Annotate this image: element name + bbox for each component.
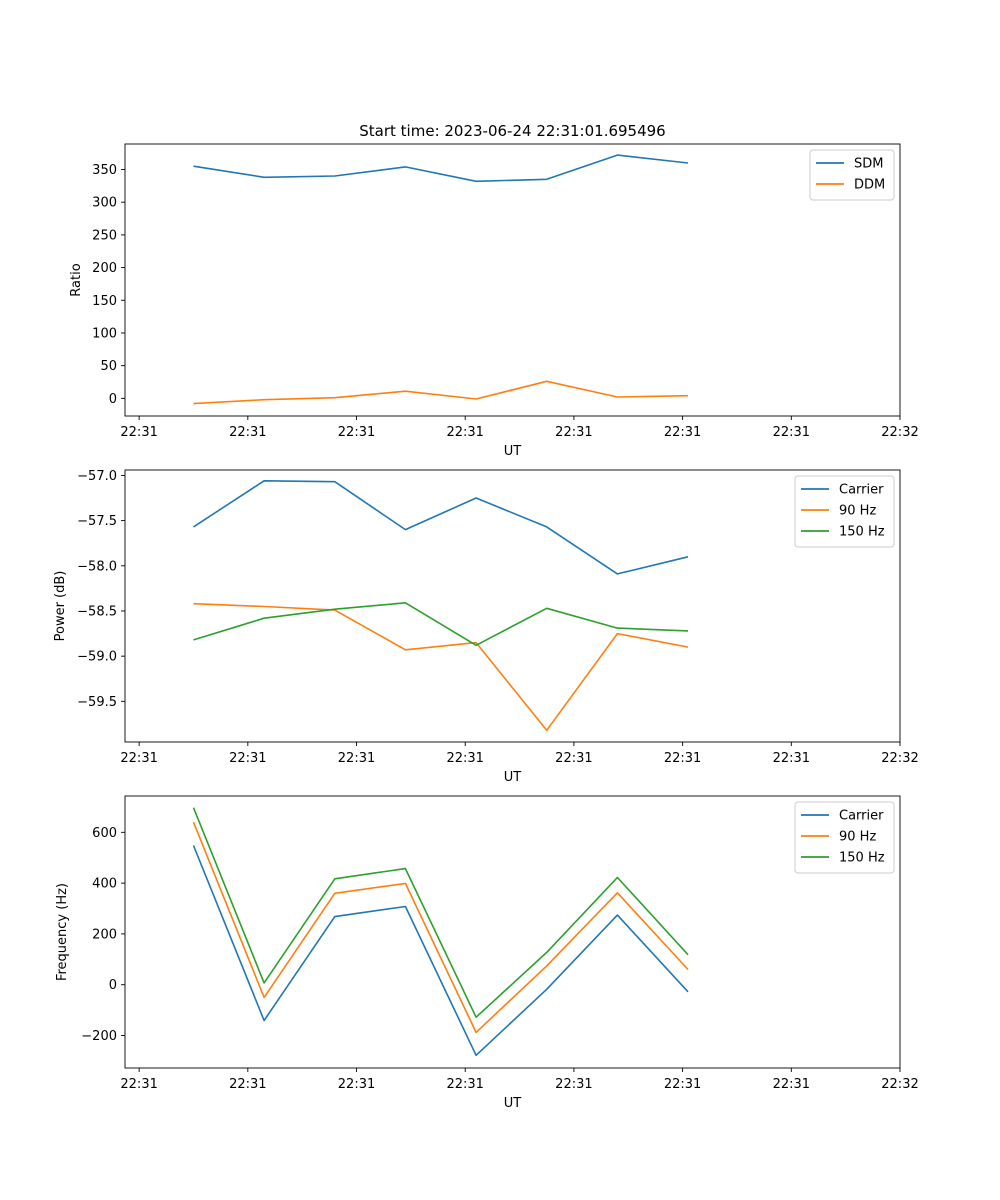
x-tick-label: 22:31: [664, 751, 701, 766]
x-tick-label: 22:31: [446, 425, 483, 440]
x-tick-label: 22:31: [446, 751, 483, 766]
legend-label-carrier: Carrier: [839, 483, 884, 498]
legend-label-sdm: SDM: [854, 157, 883, 172]
legend: Carrier 90 Hz 150 Hz: [794, 801, 895, 874]
series-line-150-hz: [193, 601, 689, 647]
x-tick-label: 22:31: [338, 425, 375, 440]
y-tick-label: −200: [81, 1029, 117, 1044]
series-line-sdm: [193, 154, 689, 183]
legend-label-150-hz: 150 Hz: [839, 851, 885, 866]
x-tick-label: 22:31: [120, 751, 157, 766]
x-axis-label: UT: [504, 1096, 522, 1111]
y-tick-label: 350: [92, 163, 117, 178]
x-axis-label: UT: [504, 770, 522, 785]
y-tick-label: −58.0: [77, 559, 117, 574]
x-tick-label: 22:31: [120, 425, 157, 440]
y-tick-label: 400: [92, 877, 117, 892]
y-tick-label: 100: [92, 326, 117, 341]
axes-frame: [124, 469, 901, 743]
y-tick-label: −57.5: [77, 514, 117, 529]
x-tick-label: 22:31: [664, 425, 701, 440]
x-tick-label: 22:31: [229, 751, 266, 766]
x-tick-label: 22:31: [555, 1077, 592, 1092]
x-tick-label: 22:31: [555, 425, 592, 440]
legend-label-90-hz: 90 Hz: [839, 504, 876, 519]
x-tick-label: 22:32: [881, 751, 918, 766]
y-tick-label: 300: [92, 196, 117, 211]
series-line-carrier: [192, 845, 689, 1057]
y-axis-label: Ratio: [69, 263, 84, 296]
y-axis-label: Power (dB): [53, 571, 68, 642]
y-tick-label: 200: [92, 927, 117, 942]
x-tick-label: 22:31: [773, 1077, 810, 1092]
x-tick-label: 22:31: [229, 1077, 266, 1092]
y-tick-label: −57.0: [77, 469, 117, 484]
legend: SDM DDM: [809, 149, 895, 201]
x-tick-label: 22:32: [881, 1077, 918, 1092]
y-tick-label: 150: [92, 294, 117, 309]
x-tick-label: 22:31: [446, 1077, 483, 1092]
power-panel: 22:31 22:31 22:31 22:31 22:31 22:31 22:31 22:32…: [53, 469, 919, 785]
y-tick-label: 200: [92, 261, 117, 276]
x-tick-label: 22:31: [338, 751, 375, 766]
legend-label-150-hz: 150 Hz: [839, 525, 885, 540]
figure-title: Start time: 2023-06-24 22:31:01.695496: [359, 122, 665, 140]
x-tick-label: 22:31: [773, 751, 810, 766]
legend-box: [794, 475, 895, 548]
y-tick-label: 600: [92, 826, 117, 841]
axes-frame: [124, 795, 901, 1069]
legend-label-90-hz: 90 Hz: [839, 830, 876, 845]
x-tick-label: 22:31: [338, 1077, 375, 1092]
legend-label-ddm: DDM: [854, 178, 885, 193]
series-line-90-hz: [193, 602, 689, 732]
ratio-panel: 22:31 22:31 22:31 22:31 22:31 22:31 22:31 22:32…: [69, 143, 919, 459]
x-axis-label: UT: [504, 444, 522, 459]
x-tick-label: 22:31: [229, 425, 266, 440]
frequency-panel: 22:31 22:31 22:31 22:31 22:31 22:31 22:31 22:32…: [55, 795, 919, 1111]
y-tick-label: 0: [109, 978, 117, 993]
y-tick-label: 250: [92, 228, 117, 243]
legend-box: [794, 801, 895, 874]
x-tick-label: 22:31: [555, 751, 592, 766]
y-tick-label: −59.0: [77, 650, 117, 665]
y-tick-label: 0: [109, 392, 117, 407]
x-tick-label: 22:31: [773, 425, 810, 440]
x-tick-label: 22:31: [664, 1077, 701, 1092]
series-line-ddm: [193, 380, 689, 405]
series-line-carrier: [193, 479, 689, 575]
x-tick-label: 22:32: [881, 425, 918, 440]
legend-label-carrier: Carrier: [839, 809, 884, 824]
series-line-90-hz: [192, 821, 689, 1034]
y-tick-label: −58.5: [77, 604, 117, 619]
y-axis-label: Frequency (Hz): [55, 883, 70, 981]
y-tick-label: 50: [100, 359, 117, 374]
axes-frame: [124, 143, 901, 417]
series-line-150-hz: [192, 807, 689, 1019]
y-tick-label: −59.5: [77, 695, 117, 710]
legend: Carrier 90 Hz 150 Hz: [794, 475, 895, 548]
x-tick-label: 22:31: [120, 1077, 157, 1092]
